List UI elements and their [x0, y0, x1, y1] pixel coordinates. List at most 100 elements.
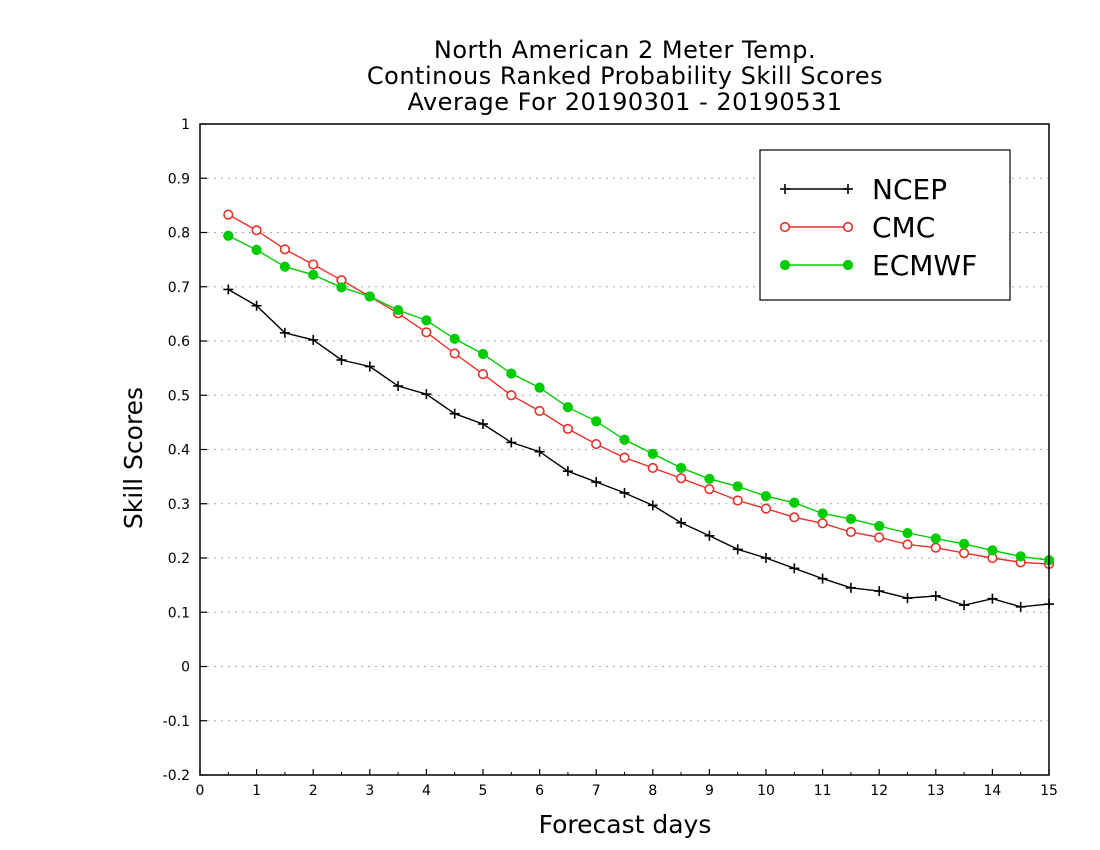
data-point-ncep [845, 582, 856, 593]
data-point-cmc [562, 423, 574, 434]
x-tick-label: 0 [196, 783, 205, 799]
data-point-ncep [874, 586, 885, 597]
data-point-ecmwf [506, 368, 517, 379]
y-tick-label: 0.5 [168, 388, 190, 404]
data-point-ecmwf [279, 261, 290, 272]
data-point-ecmwf [930, 533, 941, 544]
data-point-ncep [308, 334, 319, 345]
y-tick-label: 0.3 [168, 497, 190, 513]
data-point-ncep [704, 530, 715, 541]
data-point-ecmwf [336, 282, 347, 293]
data-point-cmc [223, 209, 234, 220]
data-point-cmc [251, 225, 262, 236]
legend-item-cmc: CMC [779, 211, 935, 244]
y-tick-label: -0.2 [163, 768, 190, 784]
data-point-ecmwf [591, 416, 602, 427]
legend-label: NCEP [872, 173, 947, 206]
x-axis-label: Forecast days [539, 810, 712, 839]
chart-title-line-3: Average For 20190301 - 20190531 [407, 88, 843, 116]
y-tick-label: -0.1 [163, 714, 190, 730]
data-point-cmc [591, 438, 602, 450]
data-point-ecmwf [760, 491, 772, 502]
series-cmc [223, 209, 1055, 570]
data-point-ncep [562, 466, 573, 477]
data-point-ecmwf [676, 462, 687, 474]
y-axis-label: Skill Scores [119, 387, 148, 529]
data-point-cmc [477, 368, 489, 380]
data-point-ncep [393, 381, 404, 392]
data-point-cmc [874, 532, 885, 543]
data-point-ecmwf [534, 382, 545, 393]
x-tick-label: 13 [927, 783, 945, 799]
y-tick-label: 0.2 [168, 551, 190, 567]
legend-marker [780, 184, 790, 194]
data-point-ecmwf [562, 402, 574, 413]
data-point-ecmwf [902, 527, 913, 539]
data-point-ecmwf [1015, 551, 1026, 562]
data-point-ncep [364, 361, 375, 372]
legend-item-ncep: NCEP [780, 173, 947, 206]
y-tick-label: 0.7 [168, 280, 190, 296]
data-point-ncep [449, 408, 460, 419]
data-point-cmc [279, 244, 291, 255]
x-tick-label: 4 [422, 783, 431, 799]
x-tick-label: 2 [309, 783, 318, 799]
y-tick-label: 0.1 [168, 605, 190, 621]
x-tick-label: 10 [757, 783, 775, 799]
data-point-cmc [534, 405, 545, 417]
x-axis-ticks: 0 1 2 3 4 5 6 7 8 9 10 11 12 13 14 15 [196, 769, 1058, 799]
data-point-ncep [223, 284, 234, 295]
series-ecmwf [223, 230, 1055, 566]
data-point-ecmwf [987, 545, 998, 556]
x-tick-label: 7 [592, 783, 601, 799]
y-tick-label: 0 [181, 660, 190, 676]
data-point-ncep [902, 593, 913, 604]
legend-marker [779, 221, 791, 233]
data-point-cmc [817, 518, 828, 529]
data-point-ecmwf [845, 513, 857, 525]
data-point-ecmwf [874, 520, 885, 532]
data-point-ecmwf [449, 333, 460, 344]
data-point-cmc [704, 484, 715, 495]
data-point-cmc [421, 327, 432, 338]
x-tick-label: 1 [252, 783, 261, 799]
data-point-ncep [987, 593, 998, 604]
series-ncep [223, 284, 1054, 612]
data-point-ncep [279, 327, 290, 338]
data-point-ncep [789, 563, 800, 574]
y-tick-label: 0.8 [168, 226, 190, 242]
legend-marker [843, 184, 853, 194]
data-point-ncep [534, 446, 545, 457]
data-point-ecmwf [817, 508, 828, 519]
chart-title-line-1: North American 2 Meter Temp. [433, 36, 817, 64]
data-point-cmc [789, 512, 800, 523]
data-point-cmc [647, 462, 658, 474]
data-point-ncep [761, 553, 771, 563]
data-point-ncep [676, 517, 687, 528]
data-point-ecmwf [421, 315, 432, 326]
x-tick-label: 12 [870, 783, 888, 799]
x-tick-label: 3 [365, 783, 374, 799]
data-point-ncep [647, 500, 658, 511]
legend-marker [842, 259, 854, 271]
data-point-cmc [675, 473, 687, 484]
legend-marker [842, 221, 854, 233]
y-axis-ticks: -0.2 -0.1 0 0.1 0.2 0.3 0.4 0.5 0.6 0.7 0.8 0.9 1 [163, 117, 207, 784]
chart-title-line-2: Continous Ranked Probability Skill Score… [366, 62, 884, 90]
x-tick-label: 5 [479, 783, 488, 799]
series-line-ncep [227, 288, 1050, 608]
data-point-cmc [930, 542, 941, 553]
data-point-cmc [845, 526, 857, 538]
data-point-ncep [478, 419, 488, 430]
x-tick-label: 15 [1040, 783, 1058, 799]
legend-item-ecmwf: ECMWF [779, 249, 977, 282]
series-layer [223, 209, 1055, 612]
data-point-ecmwf [704, 473, 715, 484]
data-point-ncep [506, 437, 517, 448]
data-point-ncep [421, 389, 432, 400]
data-point-cmc [506, 390, 517, 401]
y-tick-label: 0.6 [168, 334, 190, 350]
data-point-ecmwf [251, 244, 262, 255]
